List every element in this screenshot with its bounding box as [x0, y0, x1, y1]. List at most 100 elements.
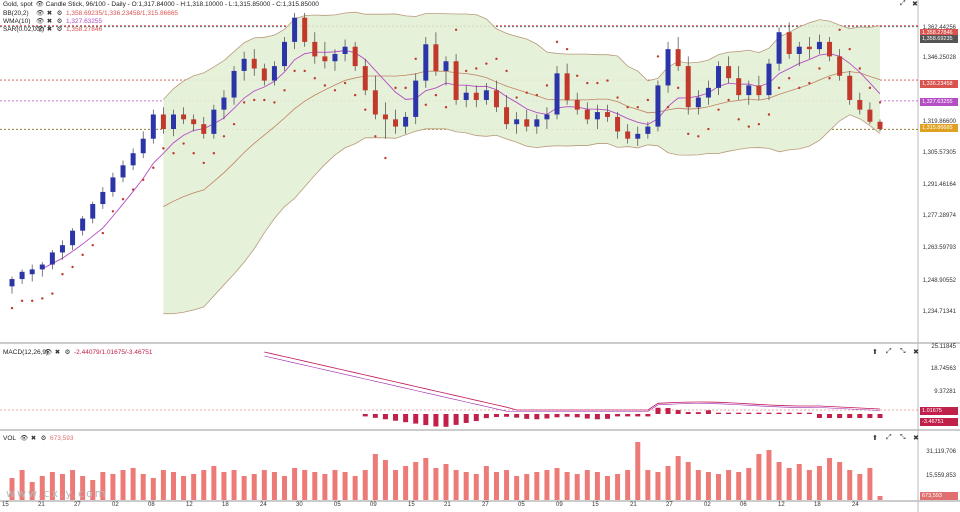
sar-dot [384, 156, 387, 160]
candle [9, 276, 15, 294]
candle [80, 216, 86, 236]
sar-dot [878, 101, 882, 104]
candle [241, 51, 247, 81]
candle-body [59, 245, 65, 253]
vol-axis-label: 31,119,706 [926, 449, 956, 455]
eye-icon[interactable]: 👁 [20, 435, 29, 442]
candle [635, 126, 641, 146]
candle-body [685, 66, 691, 108]
macd-histogram-bar [786, 412, 792, 414]
candle [211, 104, 217, 139]
macd-histogram-bar [806, 412, 812, 414]
macd-histogram-bar [443, 414, 449, 427]
candle [322, 41, 328, 69]
close-icon[interactable]: ✖ [46, 18, 53, 25]
sar-dot [162, 147, 165, 150]
candle [463, 85, 469, 108]
candle [70, 228, 76, 251]
volume-bar [736, 472, 742, 500]
volume-bar [635, 442, 641, 500]
date-axis-label: 18 [222, 502, 229, 508]
date-axis-label: 21 [38, 502, 45, 508]
date-axis-label: 24 [260, 502, 267, 508]
sar-dot [676, 86, 680, 90]
candle-body [352, 46, 358, 67]
sar-dot [475, 67, 478, 70]
gear-icon[interactable]: ⚙ [64, 349, 71, 356]
candle [695, 90, 701, 115]
close-icon[interactable]: ✖ [46, 26, 53, 33]
close-pane-icon[interactable]: ✖ [912, 1, 918, 8]
candle-body [211, 109, 217, 134]
sar-dot [838, 28, 841, 31]
candle-body [857, 99, 863, 110]
candle [796, 41, 802, 67]
macd-histogram-bar [483, 414, 489, 419]
minimize-icon[interactable]: ⤡ [900, 434, 906, 441]
macd-histogram-bar [584, 414, 590, 419]
macd-histogram-bar [796, 412, 802, 414]
sar-dot [202, 161, 205, 165]
close-pane-icon[interactable]: ✖ [913, 349, 919, 356]
sar-dot [283, 89, 286, 92]
candle-body [776, 32, 782, 64]
bollinger-upper-line [163, 11, 881, 100]
indicator-value: 1,358.69235/1,336.23458/1,315.86665 [66, 10, 179, 17]
candle-body [554, 73, 560, 115]
macd-histogram-bar [867, 414, 873, 418]
candle [675, 37, 681, 71]
candle-body [726, 66, 732, 79]
date-axis-label: 09 [370, 502, 377, 508]
sar-dot [81, 253, 84, 257]
close-pane-icon[interactable]: ✖ [913, 435, 919, 442]
gear-icon[interactable]: ⚙ [56, 10, 63, 17]
sar-dot [212, 152, 216, 155]
eye-icon[interactable]: 👁 [36, 18, 45, 25]
candle [261, 63, 267, 86]
sar-dot [182, 142, 185, 145]
gear-icon[interactable]: ⚙ [56, 18, 63, 25]
candle [110, 172, 116, 197]
candle [100, 187, 106, 209]
move-up-icon[interactable]: ⬆ [872, 435, 878, 442]
sar-dot [808, 81, 811, 85]
macd-signal-line [264, 355, 881, 412]
eye-icon[interactable]: 👁 [35, 1, 44, 8]
volume-bar [201, 470, 207, 500]
close-icon[interactable]: ✖ [46, 10, 53, 17]
maximize-icon[interactable]: ⤢ [900, 0, 906, 7]
volume-bar [100, 472, 106, 500]
gear-icon[interactable]: ⚙ [56, 26, 63, 33]
close-icon[interactable]: ✖ [54, 349, 61, 356]
maximize-icon[interactable]: ⤢ [886, 348, 892, 355]
gear-icon[interactable]: ⚙ [40, 435, 47, 442]
macd-histogram-bar [574, 414, 580, 418]
sar-dot [222, 135, 226, 138]
candle-body [514, 119, 520, 125]
sar-dot [606, 79, 609, 82]
sar-dot [444, 106, 448, 109]
sar-dot [596, 81, 599, 85]
volume-bar [574, 474, 580, 500]
sar-dot [646, 98, 650, 102]
date-axis-label: 15 [592, 502, 599, 508]
eye-icon[interactable]: 👁 [36, 10, 45, 17]
minimize-icon[interactable]: ⤡ [900, 348, 906, 355]
indicator-name: SAR(0.02,0.2) [3, 26, 45, 33]
maximize-icon[interactable]: ⤢ [886, 434, 892, 441]
candle [685, 56, 691, 115]
eye-icon[interactable]: 👁 [44, 349, 53, 356]
macd-tag: 1.01675 [920, 407, 958, 415]
volume-bar [534, 472, 540, 500]
macd-histogram-bar [726, 412, 732, 414]
move-up-icon[interactable]: ⬆ [872, 349, 878, 356]
volume-bar [160, 470, 166, 500]
date-axis-label: 15 [2, 502, 9, 508]
eye-icon[interactable]: 👁 [36, 26, 45, 33]
candle-body [19, 271, 25, 280]
candle-body [716, 66, 722, 88]
sar-dot [41, 297, 44, 300]
close-icon[interactable]: ✖ [30, 435, 37, 442]
candle-body [130, 153, 136, 166]
